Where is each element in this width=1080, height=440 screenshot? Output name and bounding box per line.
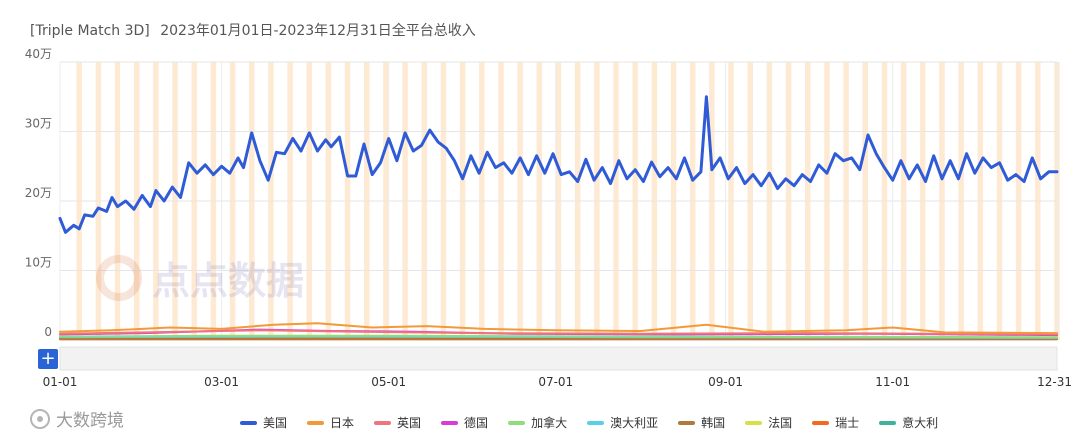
legend-swatch	[879, 420, 897, 425]
brand-text: 大数跨境	[56, 411, 124, 431]
brand-footer: 大数跨境	[30, 406, 124, 431]
series-line-日本	[59, 322, 1058, 335]
legend-label: 瑞士	[835, 416, 860, 430]
legend-item[interactable]: 英国	[374, 414, 421, 431]
legend-item[interactable]: 日本	[307, 414, 354, 431]
series-line-英国	[59, 329, 1058, 336]
chart-title: [Triple Match 3D] 2023年01月01日-2023年12月31…	[30, 20, 476, 40]
series-line-美国	[58, 95, 1059, 234]
legend-swatch	[307, 420, 325, 425]
legend-item[interactable]: 韩国	[678, 414, 725, 431]
legend-swatch	[441, 420, 459, 425]
chart-legend: 美国 日本 英国 德国 加拿大 澳大利亚 韩国 法国 瑞士 意大利	[240, 414, 958, 431]
legend-item[interactable]: 瑞士	[812, 414, 859, 431]
legend-item[interactable]: 澳大利亚	[587, 414, 658, 431]
series-line-加拿大	[59, 334, 1058, 339]
legend-label: 德国	[464, 416, 489, 430]
legend-item[interactable]: 加拿大	[508, 414, 567, 431]
legend-swatch	[745, 420, 763, 425]
legend-label: 日本	[330, 416, 355, 430]
x-tick-label: 07-01	[538, 375, 573, 389]
legend-item[interactable]: 法国	[745, 414, 792, 431]
legend-label: 韩国	[701, 416, 726, 430]
x-tick-label: 09-01	[708, 375, 743, 389]
brand-logo-icon	[30, 408, 50, 429]
legend-swatch	[508, 420, 526, 425]
x-tick-label: 11-01	[875, 375, 910, 389]
legend-label: 加拿大	[531, 416, 568, 430]
y-tick-label: 10万	[25, 256, 52, 270]
y-tick-label: 30万	[25, 117, 52, 131]
legend-label: 意大利	[902, 416, 939, 430]
legend-label: 英国	[397, 416, 422, 430]
date-range-subtitle: 2023年01月01日-2023年12月31日全平台总收入	[160, 23, 476, 39]
x-tick-label: 03-01	[204, 375, 239, 389]
app-name: [Triple Match 3D]	[30, 23, 150, 39]
x-tick-label: 12-31	[1037, 375, 1072, 389]
legend-swatch	[678, 420, 696, 425]
legend-swatch	[812, 420, 830, 425]
y-tick-label: 40万	[25, 47, 52, 61]
legend-item[interactable]: 美国	[240, 414, 287, 431]
x-tick-label: 01-01	[43, 375, 78, 389]
y-tick-label: 20万	[25, 186, 52, 200]
navigator-strip	[59, 346, 1058, 371]
legend-item[interactable]: 意大利	[879, 414, 938, 431]
legend-label: 法国	[768, 416, 793, 430]
legend-swatch	[587, 420, 605, 425]
x-tick-label: 05-01	[371, 375, 406, 389]
legend-swatch	[240, 420, 257, 425]
legend-label: 美国	[263, 416, 288, 430]
y-tick-label: 0	[44, 325, 52, 339]
legend-swatch	[374, 420, 392, 425]
legend-item[interactable]: 德国	[441, 414, 488, 431]
zoom-add-button[interactable]: +	[38, 349, 58, 369]
legend-label: 澳大利亚	[610, 416, 659, 430]
